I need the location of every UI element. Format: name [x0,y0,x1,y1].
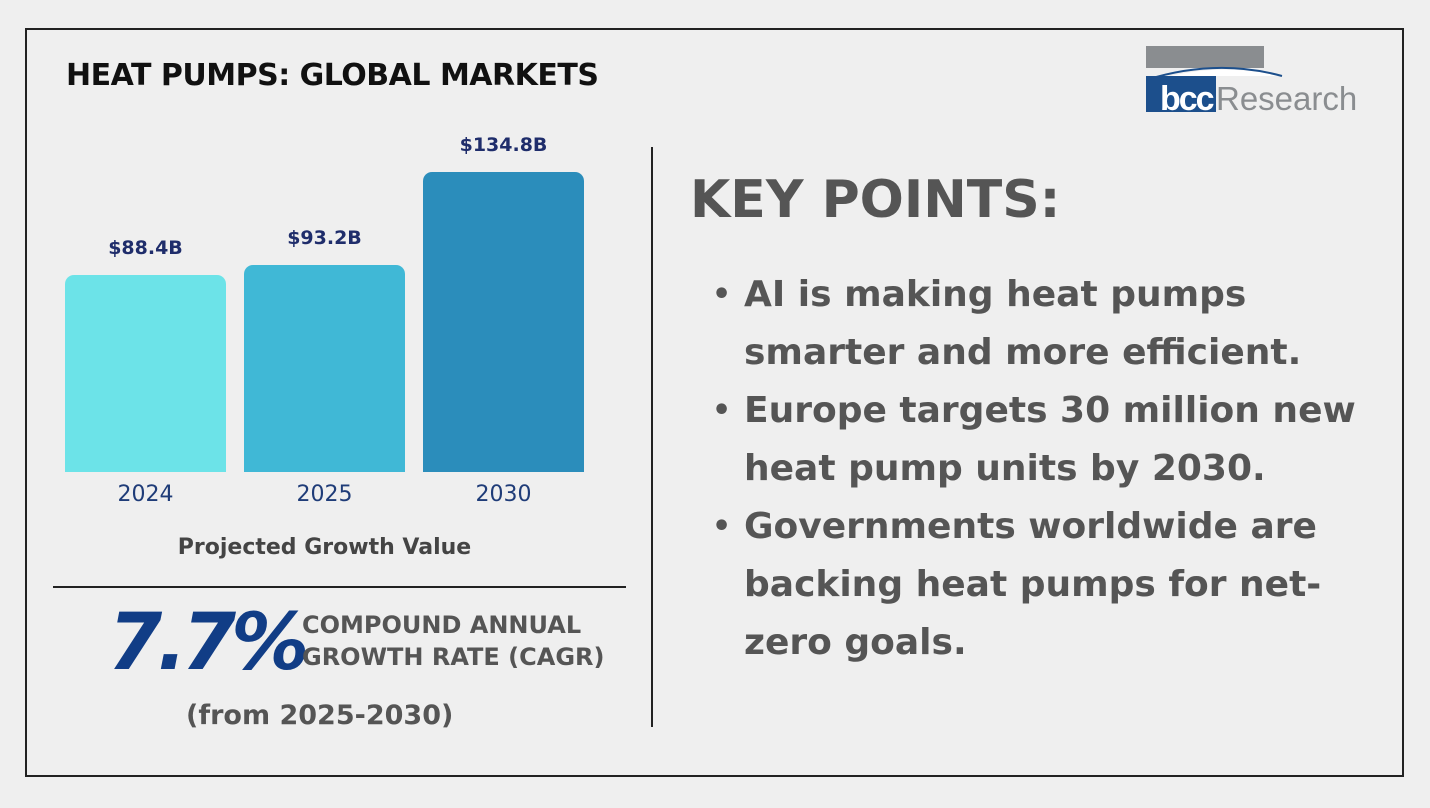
cagr-value: 7.7% [108,598,309,688]
svg-text:Research: Research [1216,80,1356,116]
bar-2030 [423,172,584,472]
svg-text:bcc: bcc [1160,80,1214,116]
x-axis-caption: Projected Growth Value [177,535,472,560]
cagr-label-line1: COMPOUND ANNUAL [302,611,582,639]
cagr-period: (from 2025-2030) [186,700,454,731]
x-tick-label: 2030 [475,482,532,507]
key-point: • Governments worldwide are backing heat … [712,498,1392,672]
key-point: • Europe targets 30 million new heat pump… [712,382,1392,498]
bar-value-label: $88.4B [108,237,183,260]
cagr-label: COMPOUND ANNUAL GROWTH RATE (CAGR) [302,609,604,673]
bullet-icon: • [712,277,732,312]
key-points-heading: KEY POINTS: [690,170,1061,230]
bullet-icon: • [712,509,732,544]
infographic-frame [25,28,1404,777]
key-points-list: • AI is making heat pumps smarter and mor… [712,266,1392,672]
page-title: HEAT PUMPS: GLOBAL MARKETS [66,58,599,93]
x-tick-label: 2025 [296,482,353,507]
key-point: • AI is making heat pumps smarter and mor… [712,266,1392,382]
bar-value-label: $134.8B [459,134,548,156]
bar-value-label: $93.2B [287,226,362,249]
divider-horizontal [53,586,626,588]
bullet-icon: • [712,393,732,428]
bcc-research-logo: bcc Research [1145,46,1357,118]
x-tick-label: 2024 [117,482,174,507]
divider-vertical [651,147,653,727]
cagr-label-line2: GROWTH RATE (CAGR) [302,643,605,671]
bar-2025 [244,264,405,472]
bar-2024 [65,275,226,472]
